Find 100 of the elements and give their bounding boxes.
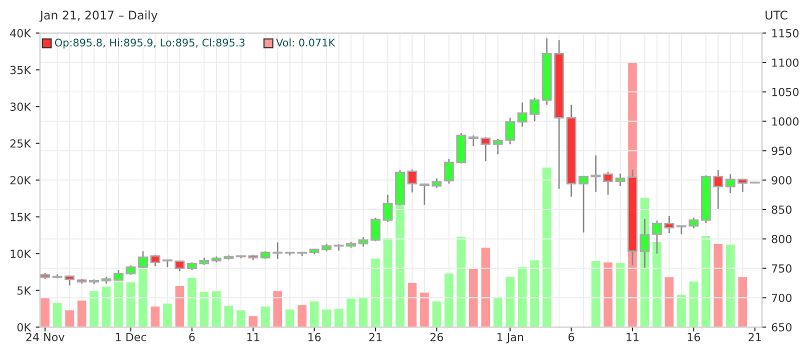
bar xyxy=(542,168,552,328)
y-tick-label: 5K xyxy=(17,286,32,295)
candlestick xyxy=(615,172,626,187)
bar xyxy=(689,282,698,328)
x-tick-label: 6 xyxy=(568,332,574,342)
bar xyxy=(408,283,417,328)
y2-tick-label: 950 xyxy=(772,146,792,156)
bar xyxy=(334,308,344,328)
candlestick xyxy=(114,269,124,282)
bar xyxy=(456,236,466,328)
y2-tick-label: 1100 xyxy=(772,58,799,67)
candlestick xyxy=(738,178,748,193)
bar xyxy=(383,238,392,328)
chart-subtitle: Jan 21, 2017 – Daily xyxy=(39,10,158,22)
bar xyxy=(530,260,539,328)
y2-tick-label: 650 xyxy=(772,323,792,332)
x-tick-label: 11 xyxy=(626,333,639,342)
candlestick xyxy=(578,175,589,234)
candlestick xyxy=(419,182,430,206)
candlestick xyxy=(480,136,491,162)
bar xyxy=(90,291,98,328)
x-tick-label: 24 Nov xyxy=(26,332,64,342)
bar xyxy=(358,296,368,328)
candlestick xyxy=(407,168,418,194)
y2-tick-label: 1000 xyxy=(772,117,799,126)
bar xyxy=(714,244,723,328)
x-tick-label: 21 xyxy=(369,332,382,342)
bar xyxy=(260,306,270,328)
bar xyxy=(188,278,196,328)
x-tick-label: 1 Dec xyxy=(116,333,146,342)
candlestick xyxy=(505,117,516,145)
x-tick-label: 6 xyxy=(189,332,195,342)
bar xyxy=(420,292,429,328)
bar xyxy=(652,242,662,328)
candlestick xyxy=(174,260,185,272)
x-tick-label: 21 xyxy=(748,332,761,342)
bar xyxy=(310,301,319,328)
candlestick xyxy=(713,169,724,210)
annotation: Vol: 0.071K xyxy=(276,38,336,47)
y-tick-label: 30K xyxy=(10,102,32,111)
y-tick-label: 15K xyxy=(10,212,32,222)
bar xyxy=(346,298,356,328)
y2-tick-label: 1050 xyxy=(772,88,799,96)
candlestick xyxy=(517,102,528,128)
bar xyxy=(726,244,735,328)
bar xyxy=(65,310,74,328)
bar xyxy=(126,282,136,328)
y2-tick-label: 750 xyxy=(772,264,792,273)
bar xyxy=(432,301,442,328)
bar xyxy=(52,302,62,328)
annotation: Op:895.8, Hi:895.9, Lo:895, Cl:895.3 xyxy=(54,38,245,49)
y-tick-label: 35K xyxy=(10,66,32,74)
bar xyxy=(506,277,515,328)
x-tick-label: 1 Jan xyxy=(497,333,524,344)
candlestick xyxy=(358,236,368,248)
bar xyxy=(200,292,209,328)
x-tick-label: 16 xyxy=(308,332,321,342)
candlestick xyxy=(492,138,503,155)
bar xyxy=(298,305,306,328)
y-tick-label: 10K xyxy=(10,250,32,258)
bar xyxy=(664,277,674,328)
candlestick xyxy=(432,178,442,188)
candlestick xyxy=(603,171,613,196)
y2-tick-label: 1150 xyxy=(772,29,799,38)
bar xyxy=(702,236,710,328)
candlestick xyxy=(150,254,160,267)
y2-tick-label: 800 xyxy=(772,234,792,244)
bar xyxy=(616,263,625,328)
bar xyxy=(273,291,282,328)
candlestick xyxy=(468,134,478,147)
bar xyxy=(604,262,612,328)
candlestick xyxy=(382,194,393,223)
text: UTC xyxy=(766,10,788,20)
candlestick xyxy=(590,154,601,193)
bar xyxy=(224,306,234,328)
candlestick xyxy=(688,217,699,230)
bar xyxy=(77,300,86,328)
bar xyxy=(371,258,380,328)
bar xyxy=(518,266,527,328)
bar xyxy=(677,294,686,328)
y-tick-label: 0K xyxy=(17,323,32,332)
y-tick-label: 40K xyxy=(10,29,32,38)
bar xyxy=(493,296,502,328)
y2-tick-label: 850 xyxy=(772,205,792,214)
bar xyxy=(40,298,50,328)
bar xyxy=(236,310,246,328)
candlestick xyxy=(530,97,540,122)
bar xyxy=(102,286,111,328)
y2-tick-label: 900 xyxy=(772,176,792,184)
candlestick xyxy=(272,242,283,260)
x-tick-label: 16 xyxy=(688,332,700,342)
y-tick-label: 25K xyxy=(10,139,32,148)
candlestick xyxy=(138,250,148,268)
y-tick-label: 20K xyxy=(10,176,32,184)
x-tick-label: 26 xyxy=(430,332,444,342)
x-tick-label: 11 xyxy=(247,333,260,342)
candlestick xyxy=(664,215,674,234)
candlestick xyxy=(370,217,380,242)
bar xyxy=(591,260,600,328)
bar xyxy=(175,286,184,328)
